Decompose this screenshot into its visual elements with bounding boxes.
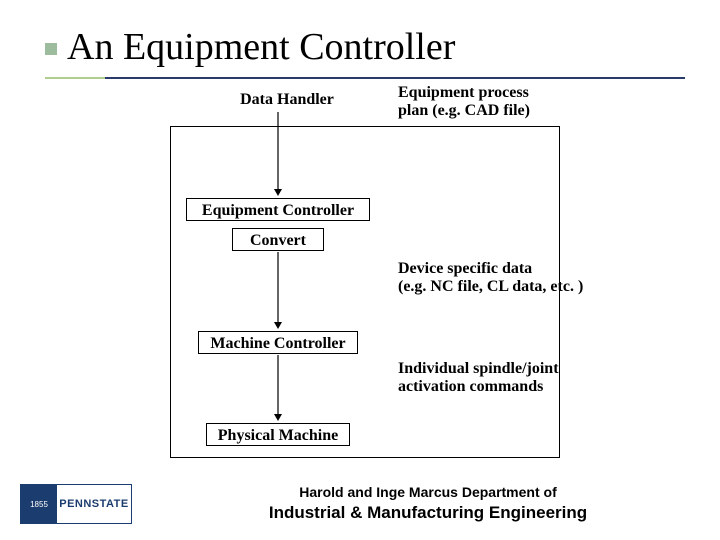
arrow-convert-to-machine_ctrl xyxy=(273,252,283,329)
annotation-ann3: Individual spindle/jointactivation comma… xyxy=(398,360,559,397)
arrow-machine_ctrl-to-physical_machine xyxy=(273,355,283,421)
arrow-data_handler-to-equip_ctrl xyxy=(273,112,283,196)
pennstate-logo: 1855 PENNSTATE xyxy=(20,484,132,524)
flowchart: Data Handler Equipment Controller Convert M… xyxy=(160,88,690,468)
node-convert: Convert xyxy=(232,228,324,251)
node-data_handler: Data Handler xyxy=(222,88,352,111)
dept-line1: Harold and Inge Marcus Department of xyxy=(146,483,710,502)
node-machine_ctrl: Machine Controller xyxy=(198,331,358,354)
pennstate-wordmark: PENNSTATE xyxy=(57,498,131,510)
annotation-ann2: Device specific data(e.g. NC file, CL da… xyxy=(398,260,583,297)
footer: 1855 PENNSTATE Harold and Inge Marcus De… xyxy=(20,480,710,528)
title-bullet-icon xyxy=(45,43,57,55)
annotation-ann1: Equipment processplan (e.g. CAD file) xyxy=(398,84,530,121)
node-physical_machine: Physical Machine xyxy=(206,423,350,446)
title-accent xyxy=(45,77,105,79)
page-title: An Equipment Controller xyxy=(67,25,455,69)
title-underline xyxy=(45,77,685,79)
node-equip_ctrl: Equipment Controller xyxy=(186,198,370,221)
department-name: Harold and Inge Marcus Department of Ind… xyxy=(146,483,710,525)
pennstate-shield-icon: 1855 xyxy=(21,485,57,523)
dept-line2: Industrial & Manufacturing Engineering xyxy=(146,502,710,525)
psu-year: 1855 xyxy=(30,500,48,509)
